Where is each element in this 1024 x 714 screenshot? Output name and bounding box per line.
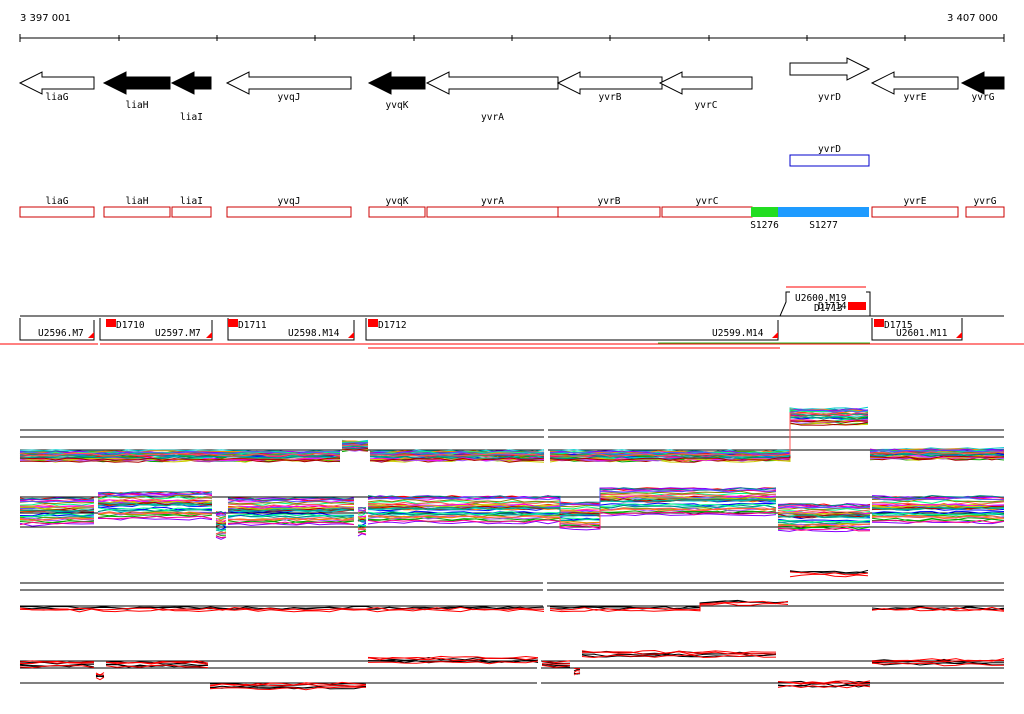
annotation-box-liaI[interactable] xyxy=(171,206,212,218)
expression-profiles-1 xyxy=(19,406,1005,463)
gene-arrow-liaG[interactable] xyxy=(18,71,95,95)
gene-arrow-yvrB[interactable] xyxy=(556,71,663,95)
gene-arrow-liaH[interactable] xyxy=(102,71,171,95)
transcript-label: U2601.M11 xyxy=(896,328,948,339)
expression-line xyxy=(20,651,1004,687)
expression-panel-3 xyxy=(20,575,1004,622)
expression-line xyxy=(19,654,1005,691)
annotation-box-yvqJ[interactable] xyxy=(226,206,352,218)
gene-label-yvrA: yvrA xyxy=(481,112,504,123)
segment-label-S1276: S1276 xyxy=(750,220,779,231)
transcript-label: U2598.M14 xyxy=(288,328,340,339)
gene-label-yvrG: yvrG xyxy=(972,92,995,103)
transcript-track: U2596.M7 D1710 U2597.M7 D1711 U2598.M14 … xyxy=(0,286,1024,349)
expression-line xyxy=(19,409,1005,455)
transcript-label: U2596.M7 xyxy=(38,328,84,339)
gene-label-yvrB: yvrB xyxy=(599,92,622,103)
coordinate-end: 3 407 000 xyxy=(947,13,998,24)
annotation-label-liaI: liaI xyxy=(180,196,203,207)
expression-line xyxy=(19,573,1005,613)
gene-label-yvrD: yvrD xyxy=(818,92,841,103)
gene-arrow-yvrE[interactable] xyxy=(870,71,959,95)
transcript-label: D1715 xyxy=(884,320,913,331)
expression-profiles-4 xyxy=(19,649,1005,691)
expression-line xyxy=(19,408,1005,455)
transcript-label: D1710 xyxy=(116,320,145,331)
transcript-label: U2599.M14 xyxy=(712,328,764,339)
annotation-box-track: liaG liaH liaI yvqJ yvqK yvrA yvrB yvrC yvrE yvrG… xyxy=(19,196,1005,231)
gene-arrow-track: liaG liaH liaI yvqJ yvqK yvrA yvrB yvrC yvrD yvrE… xyxy=(18,57,1005,123)
annotation-label-yvrC: yvrC xyxy=(696,196,719,207)
expression-line xyxy=(19,408,1005,455)
annotation-label-yvrG: yvrG xyxy=(974,196,997,207)
gene-label-yvrC: yvrC xyxy=(695,100,718,111)
annotation-box-yvqK[interactable] xyxy=(368,206,426,218)
annotation-box-yvrA[interactable] xyxy=(426,206,559,218)
annotation-label-yvqK: yvqK xyxy=(386,196,409,207)
transcript-label: D1714 xyxy=(818,301,847,312)
expression-line xyxy=(19,513,1005,540)
expression-line xyxy=(20,503,1005,531)
expression-line xyxy=(19,498,1005,526)
expression-line xyxy=(19,649,1005,686)
expression-line xyxy=(19,507,1005,535)
expression-line xyxy=(19,571,1005,611)
transcript-label: U2597.M7 xyxy=(155,328,201,339)
annotation-label-yvrB: yvrB xyxy=(598,196,621,207)
expression-line xyxy=(19,408,1005,455)
gene-label-liaH: liaH xyxy=(126,100,149,111)
annotation-box-liaH[interactable] xyxy=(103,206,171,218)
gene-label-liaG: liaG xyxy=(46,92,69,103)
gene-label-yvrE: yvrE xyxy=(904,92,927,103)
annotation-label-liaG: liaG xyxy=(46,196,69,207)
gene-arrow-yvrD[interactable] xyxy=(789,57,871,81)
expression-profiles-2 xyxy=(19,487,1005,540)
expression-line xyxy=(19,412,1005,457)
expression-line xyxy=(19,408,1005,455)
annotation-box-liaG[interactable] xyxy=(19,206,95,218)
segment-S1276[interactable] xyxy=(751,207,778,217)
transcript-label: D1712 xyxy=(378,320,407,331)
annotation-box-yvrB[interactable] xyxy=(557,206,661,218)
expression-line xyxy=(19,488,1005,516)
gene-arrow-yvqK[interactable] xyxy=(367,71,426,95)
annotation-label-yvqJ: yvqJ xyxy=(278,196,301,207)
expression-line xyxy=(19,419,1005,462)
annotation-label-yvrE: yvrE xyxy=(904,196,927,207)
transcript-label: U2600.M19 xyxy=(795,293,847,304)
transcript-label: D1711 xyxy=(238,320,267,331)
coordinate-start: 3 397 001 xyxy=(20,13,71,24)
annotation-box-yvrE[interactable] xyxy=(871,206,959,218)
position-ruler xyxy=(19,34,1005,42)
gene-label-liaI: liaI xyxy=(180,112,203,123)
gene-arrow-yvrC[interactable] xyxy=(658,71,753,95)
gene-arrow-liaI[interactable] xyxy=(170,71,212,95)
segment-S1277[interactable] xyxy=(778,207,869,217)
highlighted-gene-box[interactable] xyxy=(789,154,870,167)
gene-label-yvqJ: yvqJ xyxy=(278,92,301,103)
gene-arrow-yvrA[interactable] xyxy=(425,71,559,95)
gene-label-yvqK: yvqK xyxy=(386,100,409,111)
expression-panel-1 xyxy=(20,428,1004,468)
highlight-track: yvrD xyxy=(789,144,870,167)
highlighted-gene-label: yvrD xyxy=(818,144,841,155)
expression-profiles-3 xyxy=(19,569,1005,613)
expression-line xyxy=(19,408,1005,455)
gene-arrow-yvrG[interactable] xyxy=(960,71,1005,95)
annotation-box-yvrG[interactable] xyxy=(965,206,1005,218)
gene-arrow-yvqJ[interactable] xyxy=(225,71,352,95)
segment-label-S1277: S1277 xyxy=(809,220,838,231)
expression-line xyxy=(19,416,1005,460)
expression-line xyxy=(19,511,1005,539)
annotation-box-yvrC[interactable] xyxy=(661,206,753,218)
annotation-label-yvrA: yvrA xyxy=(481,196,504,207)
annotation-label-liaH: liaH xyxy=(126,196,149,207)
transcript-label: D1713 xyxy=(814,303,843,314)
